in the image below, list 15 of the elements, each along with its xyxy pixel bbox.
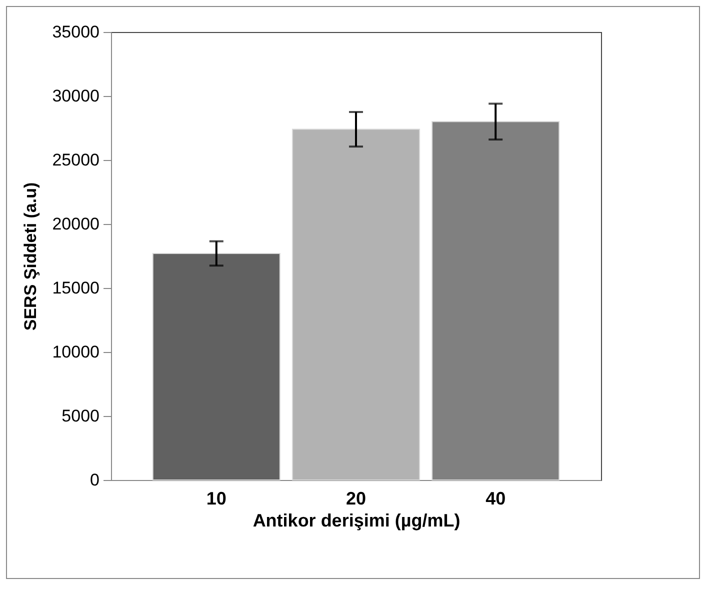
x-tick-label: 10 [206,488,226,508]
y-tick-label: 5000 [62,406,100,426]
y-tick-label: 35000 [52,22,100,42]
y-tick-label: 25000 [52,150,100,170]
y-tick-label: 0 [90,470,100,490]
bar [292,128,420,480]
y-tick-label: 15000 [52,278,100,298]
y-tick-label: 30000 [52,86,100,106]
x-tick-label: 40 [486,488,506,508]
y-tick-label: 20000 [52,214,100,234]
x-axis-title: Antikor derişimi (µg/mL) [252,510,460,530]
bar [152,252,280,480]
y-tick-label: 10000 [52,342,100,362]
y-axis-title: SERS Şiddeti (a.u) [21,182,40,331]
x-tick-label: 20 [346,488,366,508]
